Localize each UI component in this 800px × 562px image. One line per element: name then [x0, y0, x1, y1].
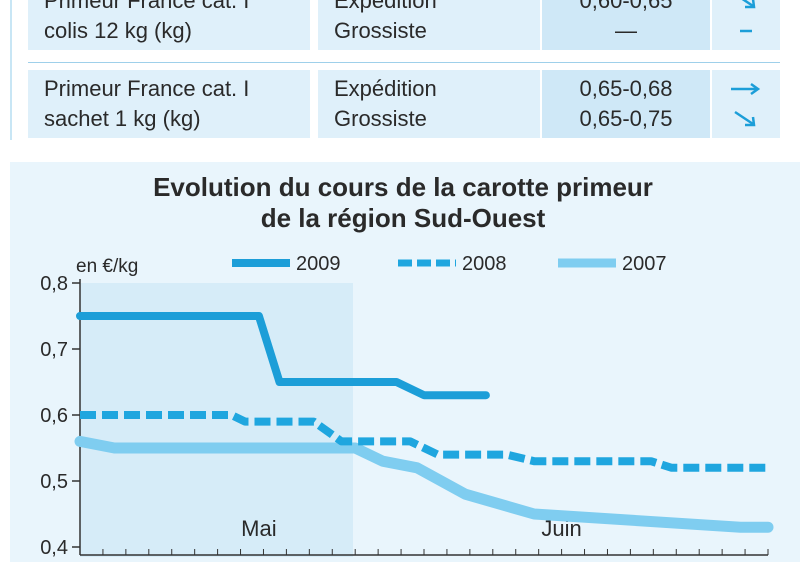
table-left-rule: [10, 0, 12, 140]
legend-label-2007: 2007: [622, 253, 667, 275]
price-cell: 0,65-0,68 0,65-0,75: [542, 70, 710, 138]
market-type-label: Expédition Grossiste: [334, 76, 437, 131]
price-value: 0,65-0,68 0,65-0,75: [579, 76, 673, 131]
series-line-2009: [76, 312, 490, 400]
y-tick-label: 0,5: [40, 471, 68, 493]
market-type-cell: Expédition Grossiste: [318, 70, 540, 138]
market-type-label: Expédition Grossiste: [334, 0, 437, 43]
chart-title: de la région Sud-Ouest: [261, 203, 546, 233]
trend-cell: [712, 70, 780, 138]
price-chart: Evolution du cours de la carotte primeur…: [40, 172, 774, 559]
series-line-2008: [80, 411, 768, 472]
product-cell: Primeur France cat. I colis 12 kg (kg): [28, 0, 310, 50]
y-tick-label: 0,8: [40, 273, 68, 295]
right-arrow-icon: [712, 74, 780, 104]
product-label: Primeur France cat. I colis 12 kg (kg): [44, 0, 250, 43]
x-month-label: Mai: [241, 516, 276, 541]
table-row: Primeur France cat. I sachet 1 kg (kg) E…: [28, 70, 780, 138]
dash-icon: [712, 16, 780, 46]
trend-cell: [712, 0, 780, 50]
y-tick-label: 0,6: [40, 405, 68, 427]
market-type-cell: Expédition Grossiste: [318, 0, 540, 50]
y-axis-unit-label: en €/kg: [76, 256, 138, 277]
product-label: Primeur France cat. I sachet 1 kg (kg): [44, 76, 250, 131]
price-value: 0,60-0,65 —: [579, 0, 673, 43]
series-line-2007: [74, 435, 774, 533]
legend-label-2008: 2008: [462, 253, 507, 275]
chart-panel: Evolution du cours de la carotte primeur…: [10, 162, 800, 562]
down-right-arrow-icon: [712, 104, 780, 134]
down-right-arrow-icon: [712, 0, 780, 16]
product-cell: Primeur France cat. I sachet 1 kg (kg): [28, 70, 310, 138]
y-tick-label: 0,7: [40, 339, 68, 361]
chart-title: Evolution du cours de la carotte primeur: [153, 172, 653, 202]
row-divider: [28, 62, 780, 63]
price-cell: 0,60-0,65 —: [542, 0, 710, 50]
price-table: Primeur France cat. I colis 12 kg (kg) E…: [0, 0, 800, 150]
legend-label-2009: 2009: [296, 253, 341, 275]
table-row: Primeur France cat. I colis 12 kg (kg) E…: [28, 0, 780, 50]
y-tick-label: 0,4: [40, 537, 68, 559]
